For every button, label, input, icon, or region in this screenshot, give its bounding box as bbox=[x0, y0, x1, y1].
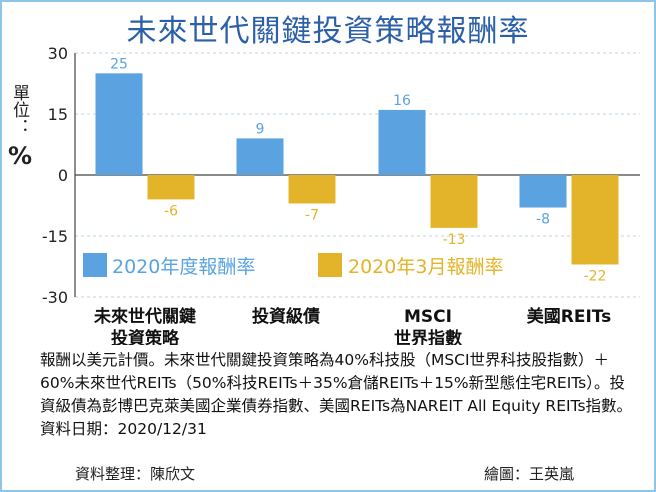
y-tick-label: 30 bbox=[48, 44, 68, 63]
graphic-credit: 繪圖：王英嵐 bbox=[484, 465, 575, 483]
category-label: 投資策略 bbox=[111, 328, 180, 345]
legend-swatch bbox=[83, 253, 107, 277]
category-label: 投資級債 bbox=[252, 306, 320, 327]
bar bbox=[430, 175, 478, 228]
data-label: -6 bbox=[164, 203, 178, 219]
category-label: 未來世代關鍵 bbox=[93, 306, 196, 327]
legend-label: 2020年3月報酬率 bbox=[348, 256, 503, 278]
footnote: 報酬以美元計價。未來世代關鍵投資策略為40%科技股（MSCI世界科技股指數）＋6… bbox=[40, 351, 633, 438]
bar bbox=[288, 175, 336, 204]
bar bbox=[236, 138, 284, 175]
category-label: 世界指數 bbox=[394, 328, 462, 345]
bar bbox=[571, 175, 619, 265]
y-tick-label: -15 bbox=[42, 227, 68, 246]
data-label: 16 bbox=[393, 93, 411, 109]
chart-title: 未來世代關鍵投資策略報酬率 bbox=[126, 14, 530, 49]
bar bbox=[95, 73, 143, 175]
data-label: -7 bbox=[305, 207, 319, 223]
data-credit: 資料整理：陳欣文 bbox=[75, 465, 196, 483]
unit-label: 單位： bbox=[9, 84, 29, 135]
data-label: -13 bbox=[443, 232, 466, 248]
y-axis-label: 單位： % bbox=[8, 84, 33, 170]
data-label: -8 bbox=[536, 212, 550, 228]
data-label: 25 bbox=[110, 56, 128, 72]
y-tick-label: -30 bbox=[42, 288, 68, 307]
bar bbox=[519, 175, 567, 208]
data-label: 9 bbox=[256, 121, 265, 137]
category-label: 美國REITs bbox=[527, 306, 612, 327]
category-label: MSCI bbox=[404, 307, 452, 327]
bar-chart: 30 15 0 -15 -30 25 -6 未來世代關鍵投資策略 9 -7 投資級債 16 -13 MSC… bbox=[42, 44, 640, 345]
unit-percent: % bbox=[8, 142, 33, 170]
y-tick-label: 15 bbox=[48, 105, 68, 124]
bar bbox=[378, 109, 426, 175]
data-label: -22 bbox=[584, 268, 607, 284]
y-tick-label: 0 bbox=[58, 166, 68, 185]
legend-swatch bbox=[318, 253, 342, 277]
bar bbox=[147, 175, 195, 200]
legend-label: 2020年度報酬率 bbox=[112, 256, 255, 278]
